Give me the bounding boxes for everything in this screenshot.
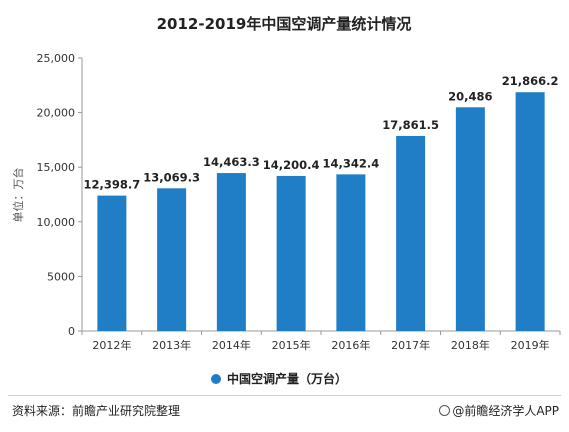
brand-text: @前瞻经济学人APP — [452, 404, 559, 418]
x-tick-label: 2016年 — [331, 338, 370, 352]
x-tick-label: 2013年 — [152, 338, 191, 352]
chart-title: 2012-2019年中国空调产量统计情况 — [157, 15, 412, 33]
x-tick-label: 2019年 — [511, 338, 550, 352]
y-axis: 0 5000 10,000 15,000 20,000 25,000 — [37, 52, 83, 338]
bar[interactable] — [97, 195, 127, 331]
footer-rule — [8, 395, 561, 396]
source-note: 资料来源：前瞻产业研究院整理 — [12, 404, 181, 418]
data-label: 12,398.7 — [84, 178, 141, 192]
data-label: 14,342.4 — [323, 156, 380, 170]
y-tick-label: 20,000 — [37, 107, 76, 120]
bar[interactable] — [396, 135, 426, 331]
legend-marker — [211, 374, 221, 384]
x-tick-label: 2012年 — [92, 338, 131, 352]
data-label: 14,200.4 — [263, 158, 320, 172]
x-tick-label: 2017年 — [391, 338, 430, 352]
brand-logo-icon — [439, 405, 451, 416]
x-tick-label: 2018年 — [451, 338, 490, 352]
bar[interactable] — [455, 107, 485, 331]
x-tick-label: 2015年 — [272, 338, 311, 352]
data-label: 13,069.3 — [143, 170, 200, 184]
bar[interactable] — [515, 92, 545, 331]
bar[interactable] — [336, 174, 366, 331]
legend[interactable]: 中国空调产量（万台） — [211, 371, 347, 386]
y-tick-label: 25,000 — [37, 52, 76, 65]
data-label: 14,463.3 — [203, 155, 260, 169]
bar-series — [97, 92, 545, 331]
legend-label: 中国空调产量（万台） — [227, 371, 347, 386]
bar[interactable] — [276, 175, 306, 331]
y-tick-label: 5000 — [47, 270, 75, 283]
data-labels: 12,398.713,069.314,463.3 14,200.4 14,342.4… — [84, 74, 559, 191]
y-tick-label: 0 — [68, 325, 75, 338]
bar[interactable] — [157, 188, 187, 331]
x-tick-label: 2014年 — [212, 338, 251, 352]
y-axis-label: 单位：万台 — [11, 168, 25, 223]
y-tick-label: 15,000 — [37, 161, 76, 174]
data-label: 21,866.2 — [502, 74, 559, 88]
data-label: 20,486 — [448, 89, 492, 103]
brand-credit: @前瞻经济学人APP — [439, 402, 559, 419]
y-tick-label: 10,000 — [37, 216, 76, 229]
data-label: 17,861.5 — [382, 118, 439, 132]
bar[interactable] — [216, 173, 246, 331]
x-axis: 2012年 2013年 2014年 2015年 2016年 2017年 2018年 2019年 — [81, 330, 561, 352]
